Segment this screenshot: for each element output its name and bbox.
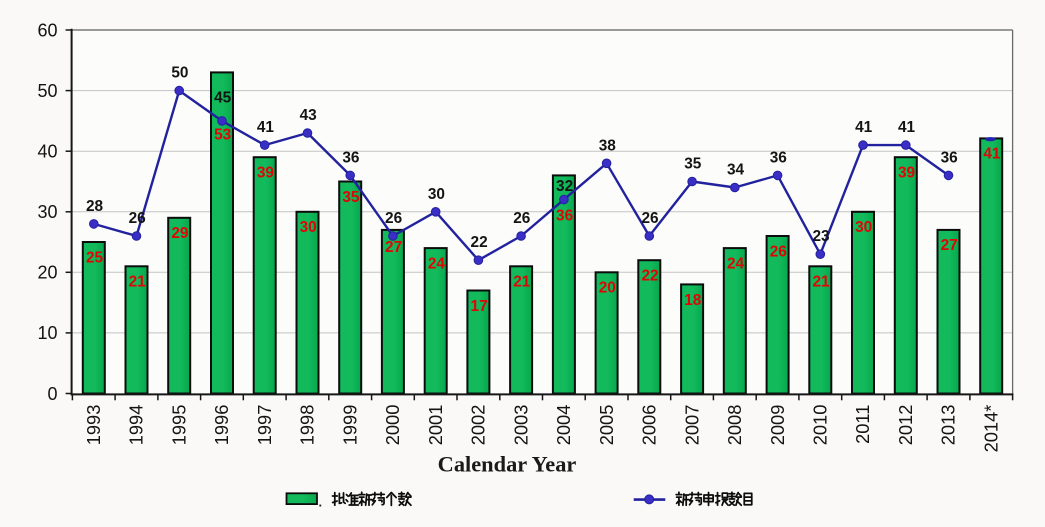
svg-text:20: 20 (599, 280, 616, 297)
svg-text:2003: 2003 (510, 405, 531, 446)
svg-text:2002: 2002 (468, 405, 489, 446)
svg-text:2009: 2009 (767, 405, 788, 446)
svg-text:30: 30 (428, 186, 445, 203)
svg-text:23: 23 (812, 228, 829, 245)
svg-text:1997: 1997 (254, 405, 275, 446)
svg-text:21: 21 (513, 274, 531, 291)
svg-text:39: 39 (898, 165, 915, 182)
svg-text:Calendar Year: Calendar Year (438, 452, 577, 477)
svg-text:50: 50 (171, 65, 188, 82)
svg-text:26: 26 (641, 210, 658, 227)
svg-text:1996: 1996 (211, 405, 232, 446)
svg-text:18: 18 (684, 292, 702, 309)
svg-text:26: 26 (513, 210, 530, 227)
svg-text:2001: 2001 (425, 405, 446, 446)
svg-text:43: 43 (300, 107, 317, 124)
svg-text:2010: 2010 (810, 405, 831, 446)
svg-text:2011: 2011 (852, 405, 873, 444)
svg-text:25: 25 (86, 249, 104, 266)
svg-text:41: 41 (983, 146, 1001, 163)
svg-text:39: 39 (257, 165, 274, 182)
svg-text:60: 60 (37, 20, 57, 40)
svg-text:26: 26 (770, 243, 787, 260)
svg-text:.: . (319, 495, 323, 510)
svg-text:0: 0 (47, 384, 57, 404)
svg-text:2006: 2006 (639, 405, 660, 446)
svg-text:20: 20 (37, 263, 57, 283)
svg-text:21: 21 (812, 274, 830, 291)
svg-text:2013: 2013 (938, 405, 959, 446)
svg-text:1998: 1998 (297, 405, 318, 446)
svg-text:29: 29 (171, 225, 188, 242)
svg-text:30: 30 (37, 202, 57, 222)
svg-text:2012: 2012 (895, 405, 916, 446)
svg-text:38: 38 (599, 137, 617, 154)
svg-text:40: 40 (37, 142, 57, 162)
svg-text:35: 35 (684, 156, 702, 173)
svg-text:36: 36 (770, 149, 787, 166)
svg-text:22: 22 (641, 268, 658, 285)
svg-text:1999: 1999 (339, 405, 360, 446)
svg-text:2014*: 2014* (980, 405, 1001, 453)
svg-text:26: 26 (385, 210, 402, 227)
svg-text:45: 45 (214, 90, 232, 107)
svg-text:2004: 2004 (553, 405, 574, 446)
svg-text:22: 22 (471, 234, 488, 251)
svg-text:34: 34 (727, 162, 745, 179)
svg-text:36: 36 (941, 149, 958, 166)
svg-text:27: 27 (385, 239, 402, 256)
svg-text:26: 26 (129, 210, 146, 227)
svg-text:30: 30 (855, 219, 872, 236)
svg-text:17: 17 (471, 298, 488, 315)
svg-text:1995: 1995 (168, 405, 189, 446)
svg-text:1993: 1993 (83, 405, 104, 446)
svg-text:41: 41 (855, 119, 873, 136)
svg-text:36: 36 (556, 208, 573, 225)
svg-text:30: 30 (300, 219, 317, 236)
svg-text:2005: 2005 (596, 405, 617, 446)
svg-text:35: 35 (342, 189, 360, 206)
svg-text:27: 27 (941, 237, 958, 254)
svg-text:41: 41 (257, 119, 275, 136)
svg-text:24: 24 (428, 255, 446, 272)
svg-text:10: 10 (37, 323, 57, 343)
svg-text:41: 41 (898, 119, 916, 136)
svg-text:32: 32 (556, 178, 573, 195)
svg-text:1994: 1994 (126, 405, 147, 446)
svg-text:2007: 2007 (681, 405, 702, 446)
svg-text:24: 24 (727, 255, 745, 272)
svg-text:2008: 2008 (724, 405, 745, 446)
svg-text:28: 28 (86, 198, 104, 215)
svg-text:36: 36 (342, 149, 359, 166)
svg-text:2000: 2000 (382, 405, 403, 446)
svg-text:53: 53 (214, 127, 231, 144)
svg-text:50: 50 (37, 81, 57, 101)
svg-text:21: 21 (129, 274, 147, 291)
